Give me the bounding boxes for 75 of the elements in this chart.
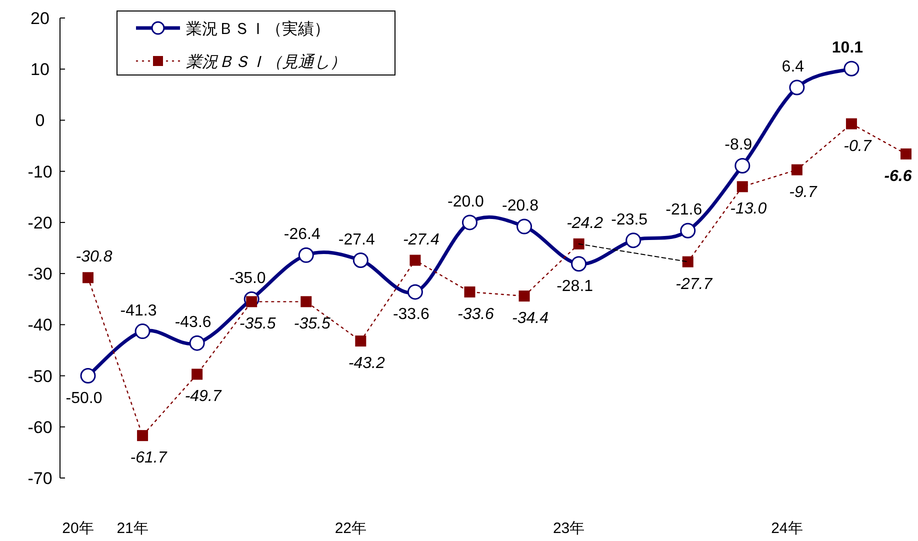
legend-label: 業況ＢＳＩ（実績）	[186, 20, 330, 38]
y-tick-label: 20	[30, 9, 50, 28]
point	[80, 368, 96, 384]
y-tick-label: -50	[28, 366, 52, 386]
point	[192, 368, 203, 380]
data-label: -27.4	[338, 231, 376, 248]
point	[189, 335, 205, 351]
y-tick-label: -20	[28, 213, 52, 232]
point	[791, 164, 802, 176]
data-label: -20.8	[502, 198, 539, 215]
y-tick-label: -70	[28, 469, 52, 488]
point	[682, 256, 694, 268]
point	[82, 272, 94, 284]
x-tick-label: 21年	[116, 520, 148, 537]
data-label: -6.6	[884, 168, 912, 185]
point	[736, 181, 748, 192]
y-tick-label: 10	[30, 60, 50, 80]
point	[352, 252, 368, 268]
data-label: -27.4	[402, 231, 440, 248]
data-label: -13.0	[730, 200, 767, 218]
point	[846, 118, 857, 130]
data-label: -35.5	[239, 316, 276, 333]
data-label: -0.7	[844, 138, 872, 155]
point	[516, 218, 532, 234]
legend-label: 業況ＢＳＩ（見通し）	[186, 53, 346, 71]
point	[518, 290, 530, 302]
y-tick-label: -60	[28, 418, 52, 437]
point	[137, 430, 148, 442]
point	[573, 238, 584, 250]
data-label: -26.4	[284, 226, 320, 244]
data-label: 6.4	[782, 58, 804, 76]
data-label: -35.5	[294, 316, 330, 333]
point	[407, 284, 423, 300]
point	[410, 254, 421, 266]
y-tick-label: -40	[28, 316, 52, 335]
data-label: -35.0	[229, 270, 266, 288]
data-label: -49.7	[184, 388, 222, 406]
data-label: -34.4	[512, 310, 549, 328]
point	[134, 324, 150, 340]
point	[680, 222, 696, 238]
y-tick-label: -30	[28, 264, 52, 284]
y-tick-label: -10	[28, 162, 52, 182]
point	[571, 256, 587, 272]
x-tick-label: 20年	[62, 520, 94, 537]
x-tick-label: 24年	[771, 520, 803, 537]
data-label: -8.9	[724, 136, 752, 154]
data-label: -27.7	[676, 276, 714, 293]
point	[900, 148, 912, 160]
point	[464, 286, 476, 298]
data-label: -43.2	[348, 355, 386, 372]
data-label: -23.5	[611, 211, 648, 228]
data-label: -61.7	[130, 450, 168, 467]
x-tick-label: 22年	[334, 520, 367, 537]
point	[355, 336, 366, 347]
point	[844, 60, 860, 76]
point	[789, 80, 805, 96]
data-label: -24.2	[566, 214, 604, 232]
data-label: -33.6	[392, 306, 430, 323]
data-label: -50.0	[66, 390, 102, 407]
point	[734, 158, 750, 174]
data-label: -43.6	[174, 314, 212, 332]
data-label: -21.6	[666, 202, 702, 219]
data-label: -9.7	[789, 184, 818, 201]
data-label: -41.3	[120, 302, 157, 320]
y-tick-label: 0	[35, 111, 45, 130]
data-label: -28.1	[556, 278, 594, 295]
data-label: -30.8	[76, 248, 112, 266]
x-tick-label: 23年	[552, 520, 585, 537]
point	[626, 232, 642, 248]
data-label: 10.1	[832, 40, 864, 57]
data-label: -20.0	[448, 193, 484, 210]
point	[300, 296, 312, 308]
point	[462, 214, 478, 230]
data-label: -33.6	[458, 306, 494, 323]
point	[298, 247, 314, 263]
